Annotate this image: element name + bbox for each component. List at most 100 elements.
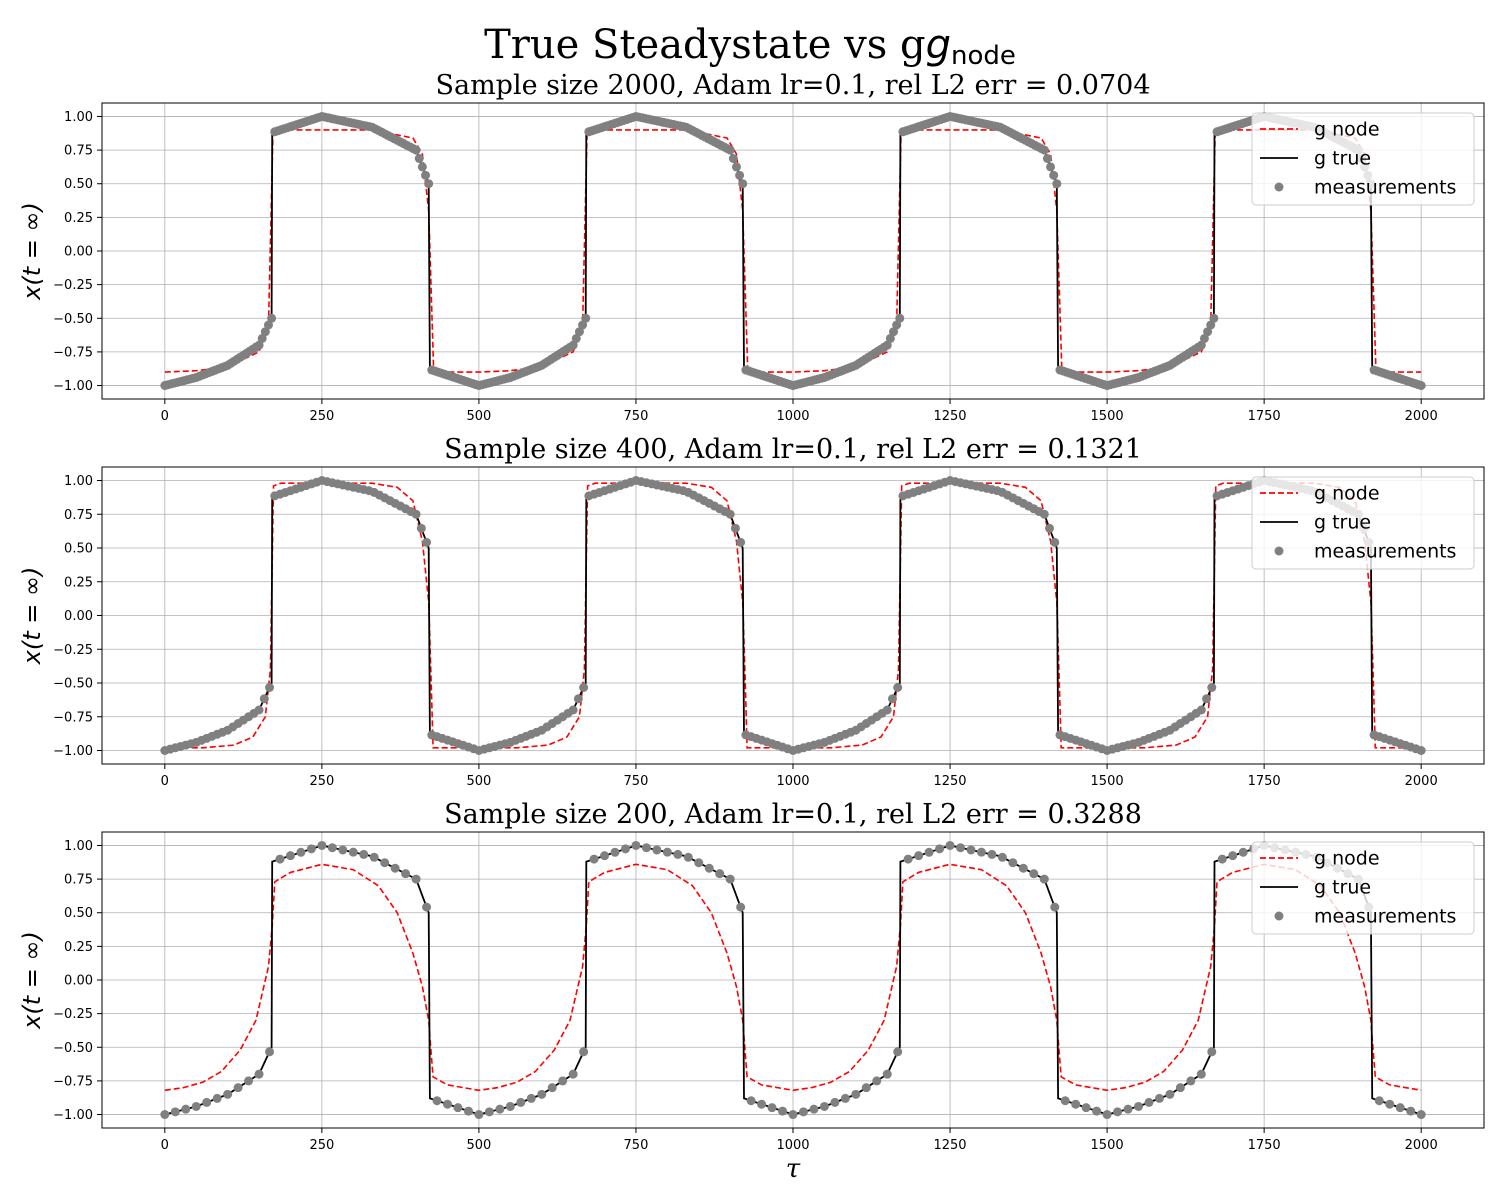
x-tick-label: 1000: [776, 774, 809, 789]
measurement-point: [788, 1110, 798, 1120]
measurement-point: [798, 1107, 808, 1117]
legend-entry-label: measurements: [1314, 541, 1456, 563]
measurement-point: [526, 1093, 536, 1103]
measurement-point: [887, 694, 897, 704]
measurement-point: [424, 179, 434, 189]
y-tick-label: 0.00: [64, 245, 93, 260]
plot-area: [160, 111, 1426, 391]
y-tick-label: −0.25: [53, 643, 93, 658]
axes-frame: [101, 102, 1485, 400]
x-tick-label: 500: [466, 409, 491, 424]
measurement-point: [1039, 145, 1049, 155]
measurement-point: [1042, 154, 1052, 163]
measurement-point: [306, 844, 316, 854]
measurement-point: [1008, 858, 1018, 868]
series-measurements: [160, 111, 1426, 391]
x-tick-label: 1250: [933, 774, 966, 789]
measurement-point: [257, 333, 267, 343]
measurement-point: [1196, 1069, 1206, 1079]
measurement-point: [882, 705, 892, 715]
measurement-point: [327, 843, 337, 853]
measurement-point: [1018, 863, 1028, 873]
measurement-point: [359, 849, 369, 859]
measurement-point: [411, 509, 421, 519]
panel-2: Sample size 400, Adam lr=0.1, rel L2 err…: [18, 434, 1485, 789]
measurement-point: [474, 1110, 484, 1120]
measurement-point: [417, 162, 427, 172]
measurement-point: [778, 1106, 788, 1116]
y-tick-label: −0.25: [53, 1007, 93, 1022]
x-tick-label: 1500: [1091, 774, 1124, 789]
legend-swatch-measurements: [1274, 546, 1284, 556]
measurement-point: [265, 1047, 275, 1057]
x-tick-label: 2000: [1405, 774, 1438, 789]
y-tick-label: −0.75: [53, 1074, 93, 1089]
measurement-point: [416, 523, 426, 533]
y-tick-label: 0.50: [64, 177, 93, 192]
measurement-point: [757, 1099, 767, 1109]
measurement-point: [892, 320, 902, 330]
panel-title: Sample size 400, Adam lr=0.1, rel L2 err…: [444, 434, 1142, 465]
measurement-point: [893, 1047, 903, 1057]
measurement-point: [338, 845, 348, 855]
measurement-point: [1134, 1101, 1143, 1111]
figure-title: True Steadystate vs ggnode: [484, 22, 1016, 71]
measurement-point: [1046, 162, 1056, 172]
measurement-point: [505, 1101, 515, 1111]
measurement-point: [736, 902, 746, 912]
measurement-point: [1045, 523, 1055, 533]
measurement-point: [885, 333, 895, 343]
measurement-point: [516, 1097, 526, 1107]
y-tick-label: 1.00: [64, 839, 93, 854]
legend-entry-label: g node: [1314, 483, 1380, 505]
measurement-point: [889, 327, 899, 337]
x-tick-label: 500: [466, 774, 491, 789]
y-tick-label: −1.00: [53, 1108, 93, 1123]
measurement-point: [1228, 851, 1238, 861]
measurement-point: [369, 852, 379, 862]
measurement-point: [1050, 902, 1060, 912]
measurement-point: [380, 858, 390, 868]
measurement-point: [976, 847, 986, 857]
measurement-point: [736, 537, 746, 547]
measurement-point: [181, 1104, 191, 1114]
measurement-point: [903, 854, 913, 864]
measurement-point: [317, 840, 327, 850]
measurement-point: [715, 869, 725, 879]
measurement-point: [254, 1069, 264, 1079]
legend: g node g true measurements: [1251, 841, 1475, 935]
measurement-point: [819, 1101, 829, 1111]
measurement-point: [694, 858, 704, 868]
measurement-point: [872, 1076, 882, 1086]
measurement-point: [1049, 170, 1059, 180]
measurement-point: [191, 1101, 201, 1111]
legend-entry-label: g true: [1314, 877, 1371, 899]
x-tick-label: 2000: [1405, 409, 1438, 424]
x-tick-label: 250: [309, 409, 334, 424]
measurement-point: [1123, 1104, 1133, 1114]
measurement-point: [1081, 1103, 1091, 1113]
figure-title-text: True Steadystate vs g: [484, 22, 926, 68]
panel-title: Sample size 200, Adam lr=0.1, rel L2 err…: [444, 799, 1142, 830]
y-axis-label: x(t = ∞): [18, 567, 46, 666]
x-tick-label: 1250: [933, 409, 966, 424]
y-tick-label: −0.50: [53, 1041, 93, 1056]
measurement-point: [809, 1104, 819, 1114]
measurement-point: [914, 851, 924, 861]
x-tick-label: 500: [466, 1138, 491, 1153]
measurement-point: [578, 320, 588, 330]
x-axis-label: τ: [786, 1154, 801, 1184]
y-tick-label: 0.25: [64, 211, 93, 226]
y-tick-label: 0.75: [64, 873, 93, 888]
measurement-point: [581, 313, 591, 323]
measurement-point: [453, 1103, 463, 1113]
panel-title: Sample size 2000, Adam lr=0.1, rel L2 er…: [435, 70, 1150, 101]
legend: g node g true measurements: [1251, 476, 1475, 570]
measurement-point: [265, 683, 275, 692]
series-g-node-line: [164, 129, 1422, 373]
measurement-point: [1395, 1103, 1405, 1113]
measurement-point: [254, 705, 264, 715]
measurement-point: [725, 145, 735, 155]
measurement-point: [1217, 854, 1227, 864]
